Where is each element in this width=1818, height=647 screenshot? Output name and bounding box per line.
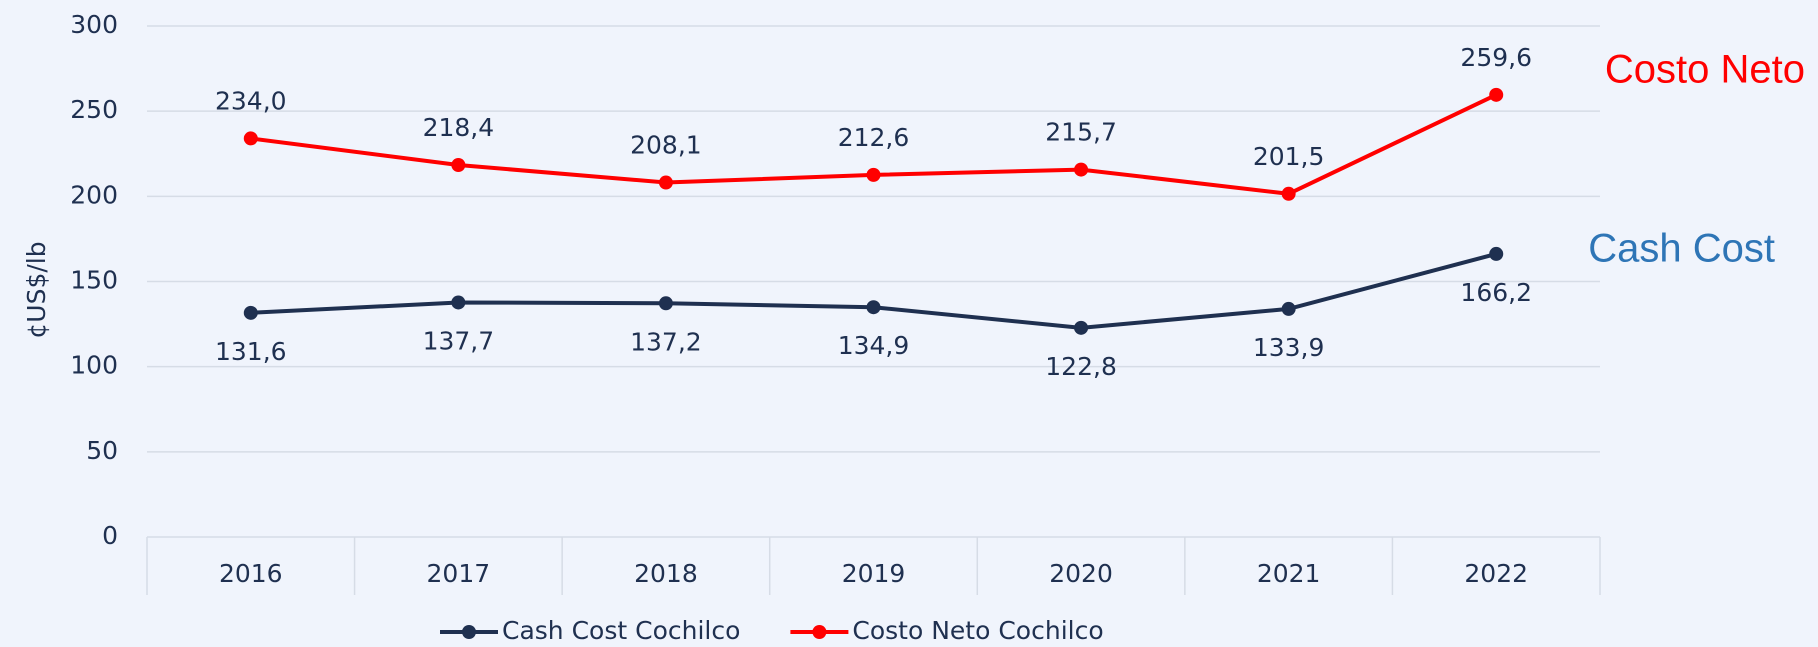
data-label: 133,9 <box>1253 333 1325 362</box>
point <box>866 167 881 182</box>
x-tick-label: 2017 <box>427 559 491 588</box>
y-tick-label: 50 <box>86 436 118 465</box>
data-label: 166,2 <box>1460 278 1532 307</box>
point <box>451 157 466 172</box>
y-axis-label: ¢US$/lb <box>22 241 51 338</box>
data-label: 137,2 <box>630 327 702 356</box>
point <box>1489 87 1504 102</box>
x-tick-label: 2021 <box>1257 559 1321 588</box>
annotation: Costo Neto <box>1605 48 1805 92</box>
data-label: 134,9 <box>838 331 910 360</box>
data-label: 208,1 <box>630 131 702 160</box>
point <box>658 296 673 311</box>
data-label: 234,0 <box>215 86 287 115</box>
point <box>1489 246 1504 261</box>
x-tick-label: 2016 <box>219 559 283 588</box>
point <box>1074 320 1089 335</box>
legend-label: Costo Neto Cochilco <box>852 616 1103 645</box>
y-tick-label: 200 <box>70 180 118 209</box>
point <box>243 305 258 320</box>
data-label: 201,5 <box>1253 142 1325 171</box>
data-label: 215,7 <box>1045 118 1117 147</box>
y-tick-label: 300 <box>70 10 118 39</box>
x-tick-label: 2019 <box>842 559 906 588</box>
point <box>658 175 673 190</box>
legend-marker <box>812 625 827 639</box>
point <box>1281 301 1296 316</box>
data-label: 212,6 <box>838 123 910 152</box>
y-tick-label: 250 <box>70 95 118 124</box>
data-label: 137,7 <box>423 326 495 355</box>
point <box>1281 186 1296 201</box>
data-label: 122,8 <box>1045 352 1117 381</box>
data-label: 259,6 <box>1460 43 1532 72</box>
data-label: 131,6 <box>215 337 287 366</box>
y-tick-label: 150 <box>70 266 118 295</box>
y-tick-label: 100 <box>70 351 118 380</box>
y-tick-label: 0 <box>102 521 118 550</box>
legend-marker <box>462 625 476 639</box>
x-tick-label: 2018 <box>634 559 698 588</box>
point <box>866 300 881 315</box>
point <box>1074 162 1089 177</box>
x-tick-label: 2020 <box>1049 559 1113 588</box>
x-tick-label: 2022 <box>1464 559 1528 588</box>
point <box>243 131 258 146</box>
data-label: 218,4 <box>423 113 495 142</box>
legend-label: Cash Cost Cochilco <box>502 616 740 645</box>
point <box>451 295 466 310</box>
annotation: Cash Cost <box>1588 227 1775 271</box>
